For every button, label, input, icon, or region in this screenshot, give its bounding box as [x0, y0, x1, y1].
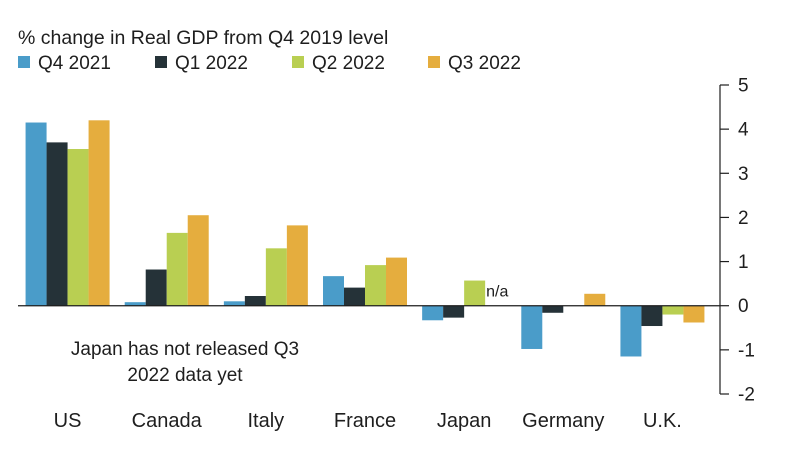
chart-title: % change in Real GDP from Q4 2019 level	[18, 27, 388, 49]
y-axis: 5 4 3 2 1 0 -1 -2	[719, 76, 755, 406]
bar-japan-q1-2022	[443, 305, 465, 318]
bar-japan-q4-2021	[422, 305, 444, 321]
x-label-u-k: U.K.	[643, 410, 682, 432]
y-tick-label: 2	[738, 208, 749, 229]
bar-france-q2-2022	[365, 265, 386, 306]
x-label-us: US	[54, 410, 82, 432]
japan-note-line-1: Japan has not released Q3	[71, 339, 299, 360]
bar-france-q1-2022	[344, 287, 365, 306]
bar-u-k-q4-2021	[620, 305, 642, 357]
bars	[25, 120, 705, 357]
y-tick-label: 4	[738, 120, 749, 141]
y-tick-label: 5	[738, 76, 749, 97]
japan-na-label: n/a	[486, 284, 508, 301]
bar-japan-q2-2022	[464, 280, 486, 306]
y-tick-label: 3	[738, 164, 749, 185]
bar-germany-q3-2022	[584, 293, 606, 306]
bar-france-q4-2021	[323, 276, 344, 306]
bar-us-q3-2022	[88, 120, 110, 306]
y-tick-label: -2	[738, 385, 755, 406]
bar-canada-q4-2021	[124, 302, 146, 306]
legend-swatch-q1-2022	[155, 56, 167, 68]
legend-label-q1-2022: Q1 2022	[175, 53, 248, 74]
legend-swatch-q4-2021	[18, 56, 30, 68]
bar-france-q3-2022	[386, 257, 407, 306]
legend: Q4 2021 Q1 2022 Q2 2022 Q3 2022	[18, 53, 521, 74]
x-label-canada: Canada	[132, 410, 203, 432]
bar-italy-q4-2021	[223, 301, 245, 306]
x-label-france: France	[334, 410, 396, 432]
japan-note-line-2: 2022 data yet	[127, 365, 243, 386]
bar-u-k-q3-2022	[683, 305, 705, 323]
y-tick-label: 0	[738, 296, 749, 317]
y-tick-label: -1	[738, 340, 755, 361]
x-label-germany: Germany	[522, 410, 604, 432]
y-tick-label: 1	[738, 252, 749, 273]
bar-u-k-q2-2022	[662, 305, 684, 315]
bar-canada-q3-2022	[187, 215, 209, 306]
bar-italy-q3-2022	[286, 225, 308, 306]
bar-germany-q4-2021	[521, 305, 543, 349]
bar-italy-q2-2022	[265, 248, 287, 306]
bar-italy-q1-2022	[244, 296, 266, 306]
legend-label-q3-2022: Q3 2022	[448, 53, 521, 74]
bar-us-q4-2021	[25, 122, 47, 306]
bar-canada-q2-2022	[166, 232, 188, 306]
x-label-italy: Italy	[248, 410, 285, 432]
legend-label-q4-2021: Q4 2021	[38, 53, 111, 74]
legend-label-q2-2022: Q2 2022	[312, 53, 385, 74]
x-label-japan: Japan	[437, 410, 492, 432]
x-axis-labels: US Canada Italy France Japan Germany U.K.	[54, 410, 682, 432]
bar-us-q1-2022	[46, 142, 68, 306]
bar-canada-q1-2022	[145, 269, 167, 306]
bar-germany-q1-2022	[542, 305, 564, 313]
bar-u-k-q1-2022	[641, 305, 663, 327]
legend-swatch-q2-2022	[292, 56, 304, 68]
bar-us-q2-2022	[67, 149, 89, 306]
legend-swatch-q3-2022	[428, 56, 440, 68]
